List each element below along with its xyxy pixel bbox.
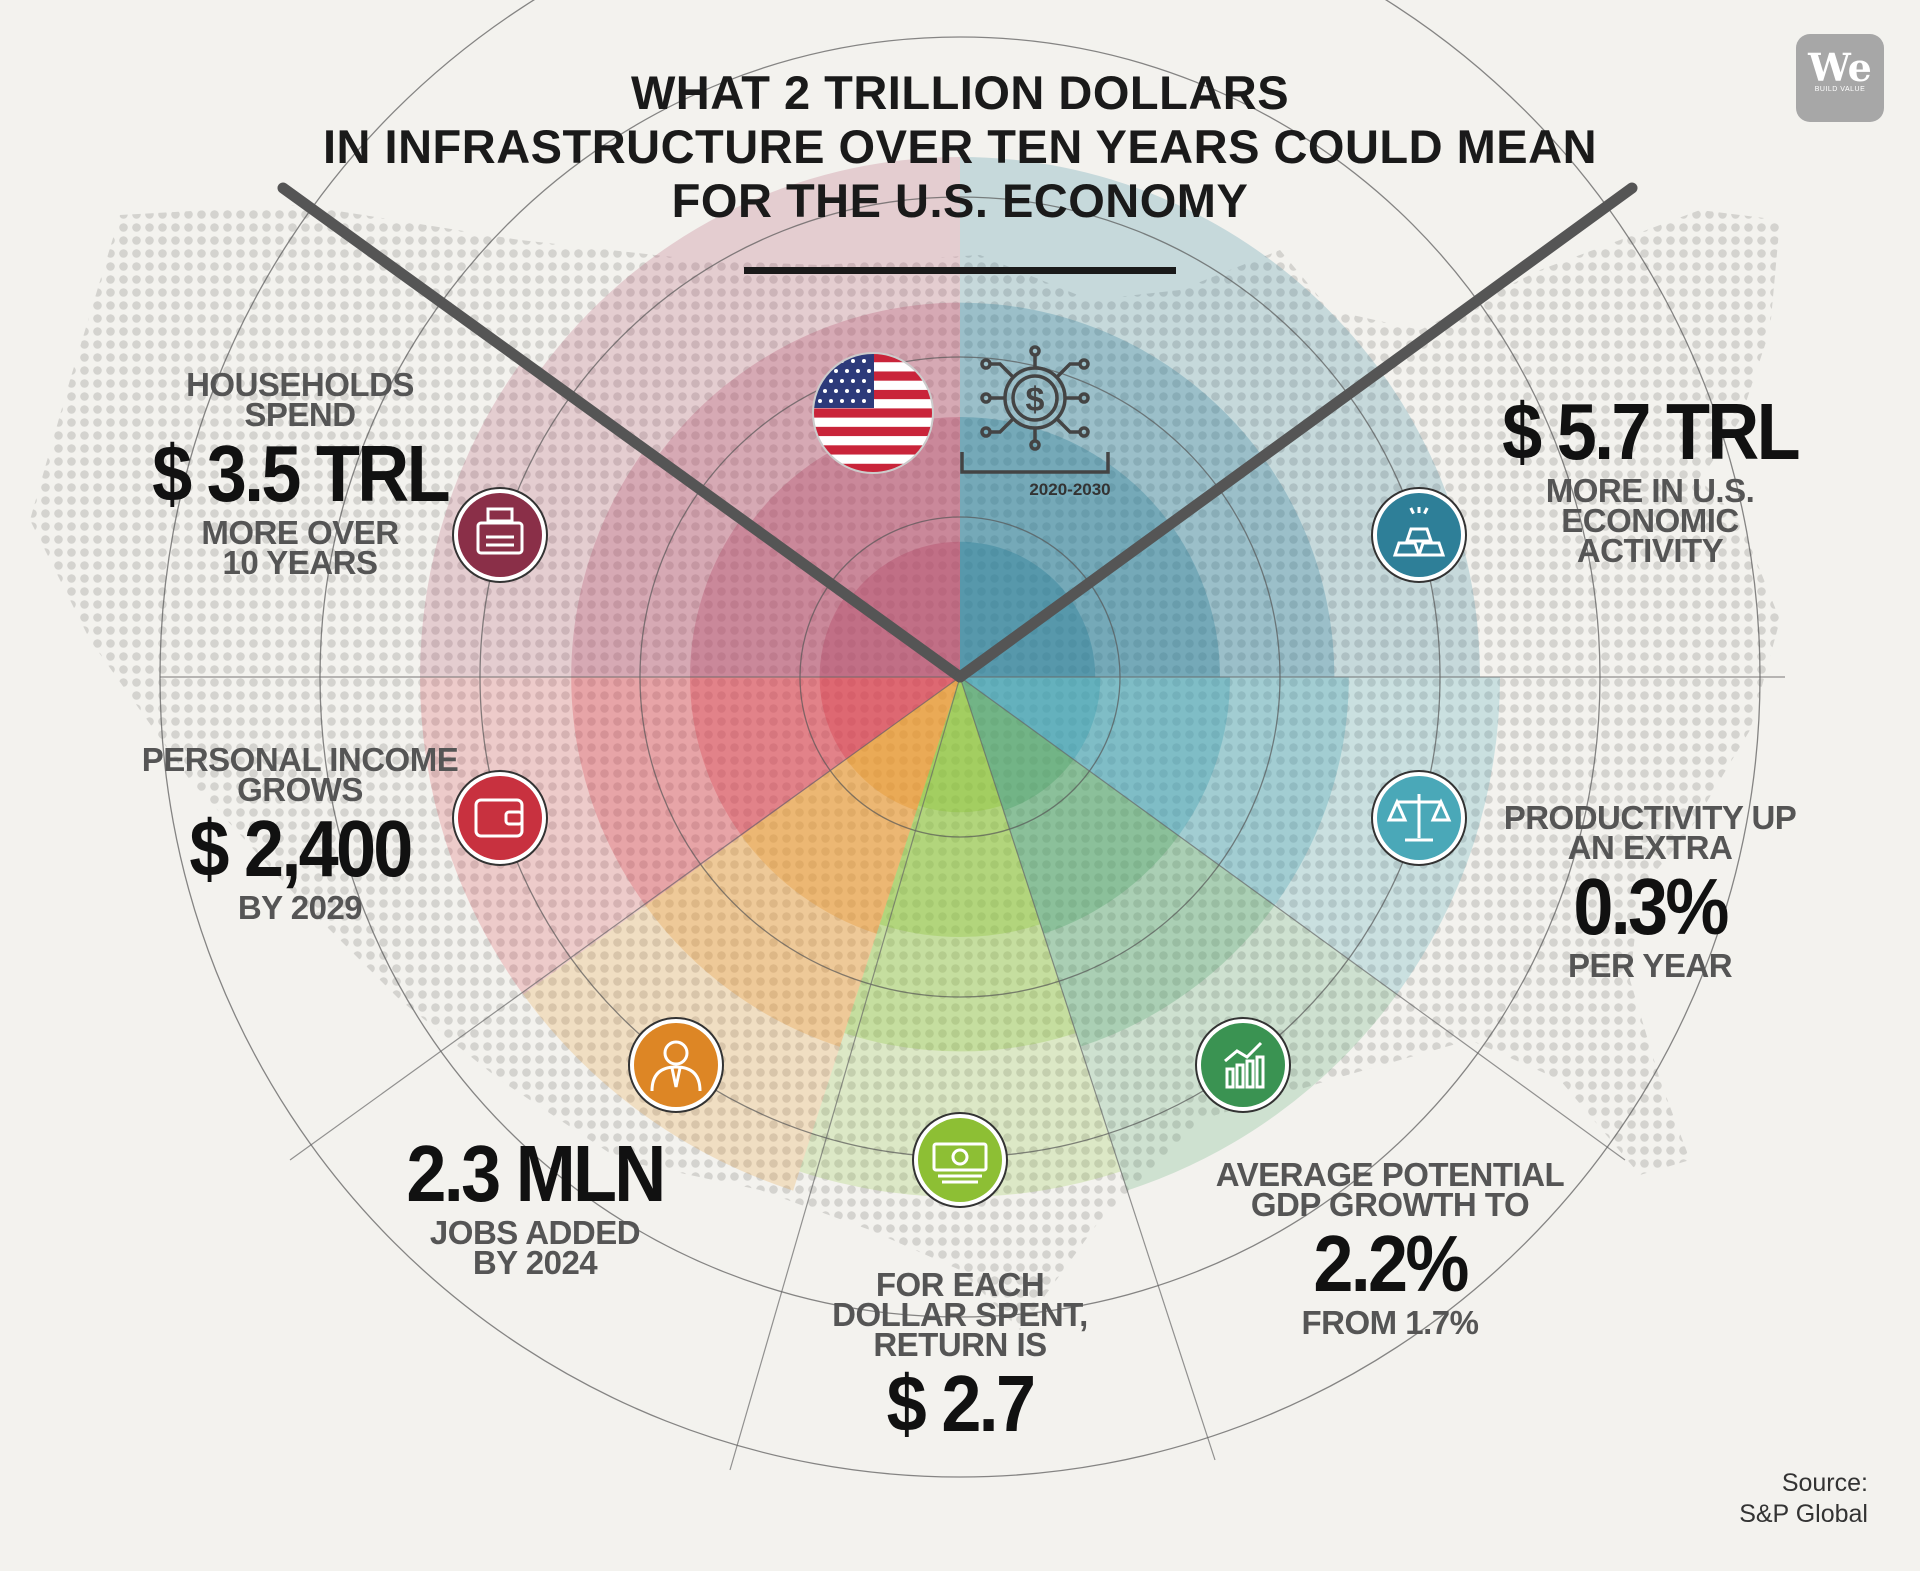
jobs-value: 2.3 MLN [406,1129,666,1218]
return-top-1: FOR EACH [875,1266,1045,1303]
cash-register-icon [452,487,548,583]
divider-line [959,676,1216,1461]
productivity-sector-band [960,677,1500,995]
activity-sector-band [960,157,1480,677]
activity-value: $ 5.7 TRL [1502,387,1801,476]
jobs-stat: 2.3 MLN JOBS ADDED BY 2024 [345,1129,725,1281]
gdp-sector-band [960,677,1275,1047]
jobs-sector-band [846,677,960,811]
return-sector-band [879,677,1041,938]
productivity-stat: PRODUCTIVITY UP AN EXTRA 0.3% PER YEAR [1460,799,1840,984]
return-value: $ 2.7 [886,1359,1036,1448]
households-bottom-2: 10 YEARS [222,544,378,581]
households-sector-band [420,359,960,677]
productivity-top-2: AN EXTRA [1567,829,1733,866]
banknote-icon [912,1112,1008,1208]
title-divider [744,267,1176,274]
gdp-sector-band [960,677,1179,934]
title-line-1: WHAT 2 TRILLION DOLLARS [630,66,1290,119]
dollar-network-icon: $ [960,345,1110,474]
households-sector-band [690,518,960,677]
gdp-bottom-1: FROM 1.7% [1301,1304,1479,1341]
productivity-sector-band [960,677,1230,836]
income-bottom-1: BY 2029 [237,889,363,926]
growth-chart-icon [1195,1017,1291,1113]
productivity-bottom-1: PER YEAR [1567,947,1733,984]
income-sector-band [690,677,960,836]
category-icons [452,487,1467,1208]
households-stat: HOUSEHOLDS SPEND $ 3.5 TRL MORE OVER 10 … [110,366,490,581]
title-line-3: FOR THE U.S. ECONOMY [671,174,1249,227]
scales-icon [1371,770,1467,866]
households-top-1: HOUSEHOLDS [186,366,414,403]
households-sector-band [850,541,960,677]
gdp-top-2: GDP GROWTH TO [1250,1186,1530,1223]
source-line-1: Source: [1781,1469,1868,1497]
income-top-1: PERSONAL INCOME [141,741,459,778]
page-title: WHAT 2 TRILLION DOLLARS IN INFRASTRUCTUR… [260,66,1660,228]
logo-tagline: BUILD VALUE [1814,86,1866,93]
gdp-sector-band [960,677,1074,811]
gdp-top-1: AVERAGE POTENTIAL [1215,1156,1565,1193]
wallet-icon [452,770,548,866]
return-sector-band [918,677,1002,813]
jobs-sector-band [645,677,960,1047]
concentric-rings [159,0,1785,1478]
households-sector-band [539,157,960,677]
return-top-3: RETURN IS [873,1326,1047,1363]
income-sector-band [420,677,960,995]
source-note: Source: S&P Global [1739,1468,1868,1530]
jobs-bottom-1: JOBS ADDED [429,1214,641,1251]
brand-logo: We BUILD VALUE [1796,34,1884,122]
jobs-sector-band [741,677,960,934]
divider-line [959,676,1626,1161]
divider-line [729,676,961,1471]
v-line-right [954,182,1638,683]
activity-bottom-2: ECONOMIC [1561,502,1739,539]
productivity-sector-band [960,677,1349,906]
activity-sector-band [960,541,1096,677]
income-value: $ 2,400 [189,804,413,893]
logo-mark: We [1808,45,1872,90]
households-top-2: SPEND [244,396,356,433]
us-flag-icon [812,352,934,474]
businessman-icon [628,1017,724,1113]
households-sector-band [749,417,960,677]
v-line-left [277,182,966,683]
title-line-2: IN INFRASTRUCTURE OVER TEN YEARS COULD M… [322,120,1598,173]
return-sector-band [799,677,1121,1197]
households-sector-band [571,448,960,677]
activity-sector-band [960,417,1220,677]
divider-line [289,676,961,1161]
period-label: 2020-2030 [1029,480,1111,499]
productivity-top-1: PRODUCTIVITY UP [1503,799,1797,836]
productivity-value: 0.3% [1573,862,1729,951]
return-top-2: DOLLAR SPENT, [832,1296,1088,1333]
households-bottom-1: MORE OVER [201,514,399,551]
productivity-sector-band [960,677,1101,760]
gdp-value: 2.2% [1313,1219,1469,1308]
income-stat: PERSONAL INCOME GROWS $ 2,400 BY 2029 [110,741,490,926]
gold-bars-icon [1371,487,1467,583]
activity-stat: $ 5.7 TRL MORE IN U.S. ECONOMIC ACTIVITY [1460,387,1840,569]
return-stat: FOR EACH DOLLAR SPENT, RETURN IS $ 2.7 [770,1266,1150,1448]
income-sector-band [819,677,960,760]
return-sector-band [844,677,1076,1052]
activity-bottom-1: MORE IN U.S. [1545,472,1755,509]
gdp-stat: AVERAGE POTENTIAL GDP GROWTH TO 2.2% FRO… [1190,1156,1590,1341]
activity-sector-band [960,302,1335,677]
activity-bottom-3: ACTIVITY [1576,532,1724,569]
jobs-bottom-2: BY 2024 [472,1244,598,1281]
income-top-2: GROWS [237,771,363,808]
households-value: $ 3.5 TRL [152,429,451,518]
source-line-2: S&P Global [1739,1500,1868,1528]
income-sector-band [571,677,960,906]
svg-text:$: $ [1026,381,1045,419]
